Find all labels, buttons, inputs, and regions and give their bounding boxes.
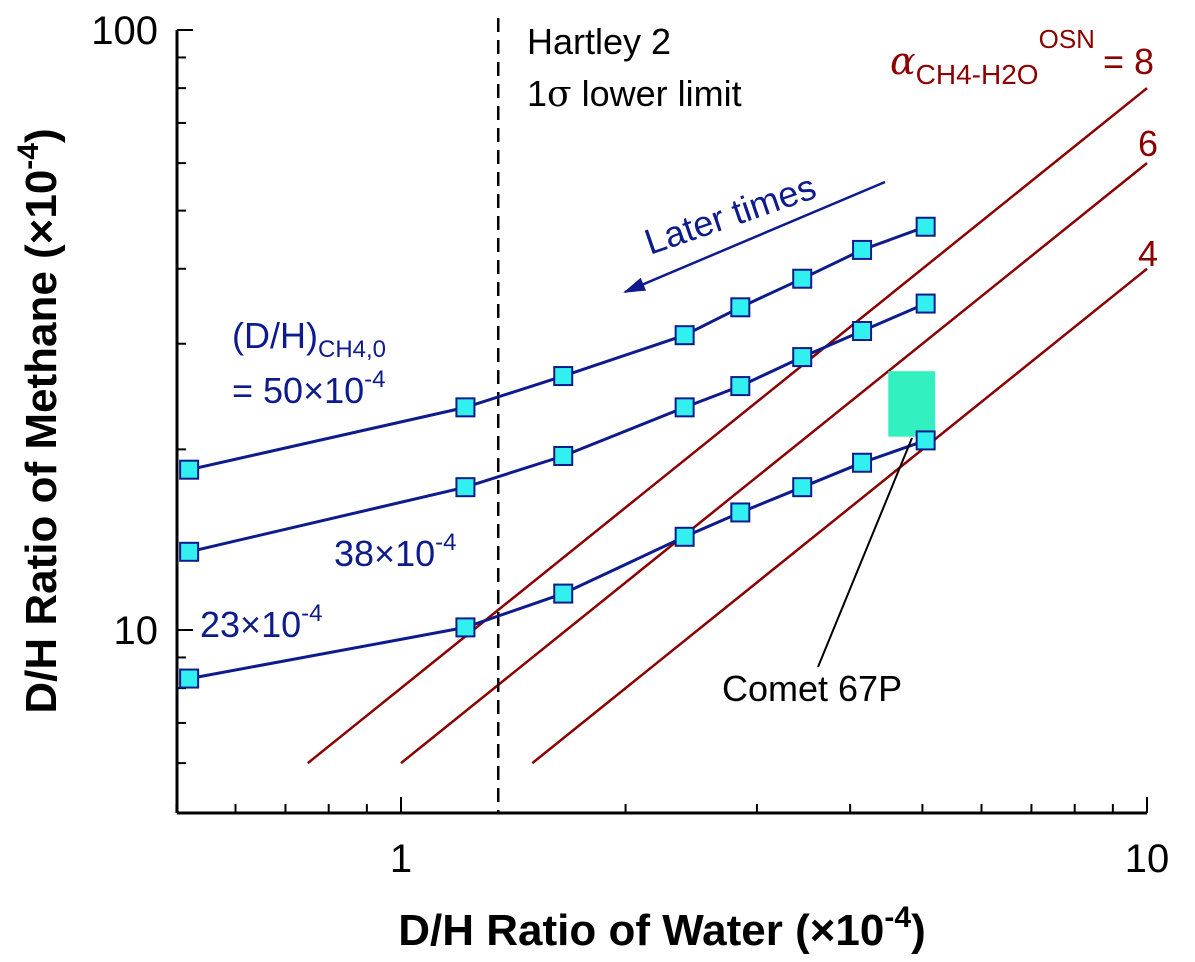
comet-67p-label: Comet 67P — [722, 668, 902, 709]
hartley-label-line1: Hartley 2 — [527, 21, 671, 62]
series-2-point — [792, 477, 813, 498]
axis-ticks — [175, 29, 1148, 813]
series-1-point — [852, 321, 873, 342]
alpha-label: αCH4-H2OOSN= 8 — [890, 24, 1154, 90]
series-0-point — [674, 325, 695, 346]
comet-67p-pointer — [817, 437, 913, 668]
series-1-point — [553, 445, 574, 466]
series-0-point — [915, 216, 936, 237]
series-1-point — [915, 293, 936, 314]
x-tick-label-10: 10 — [1125, 837, 1170, 881]
fractionation-line-alpha-8 — [307, 87, 1148, 765]
series-50-label-line1: (D/H)CH4,0 — [232, 315, 386, 363]
series-1-point — [792, 347, 813, 368]
data-series — [179, 216, 936, 689]
series-38-label: 38×10-4 — [334, 529, 456, 574]
series-1-point — [455, 477, 476, 498]
series-0-point — [455, 397, 476, 418]
y-tick-label-100: 100 — [91, 9, 158, 53]
series-0-point — [792, 268, 813, 289]
series-0-point — [553, 366, 574, 387]
series-2-point — [730, 502, 751, 523]
alpha-4-label: 4 — [1138, 233, 1158, 274]
series-2-point — [915, 430, 936, 451]
hartley-label-line2: 1σ lower limit — [527, 73, 742, 115]
series-0-point — [852, 239, 873, 260]
later-times-arrow — [623, 180, 886, 294]
series-50-label-line2: = 50×10-4 — [232, 366, 385, 411]
x-tick-label-1: 1 — [390, 837, 412, 881]
y-axis-title: D/H Ratio of Methane (×10-4) — [12, 128, 66, 713]
comet-67p-region — [888, 371, 936, 437]
series-1-point — [730, 376, 751, 397]
series-2-point — [674, 526, 695, 547]
x-axis-title: D/H Ratio of Water (×10-4) — [398, 901, 925, 955]
y-tick-label-10: 10 — [114, 609, 159, 653]
series-2-point — [553, 583, 574, 604]
fractionation-lines — [307, 87, 1148, 765]
alpha-6-label: 6 — [1138, 123, 1158, 164]
series-0-point — [179, 459, 200, 480]
comet-67p-box — [888, 371, 936, 437]
series-1-point — [179, 541, 200, 562]
fractionation-line-alpha-4 — [531, 267, 1148, 765]
series-0-point — [730, 297, 751, 318]
series-2-point — [852, 452, 873, 473]
fractionation-line-alpha-6 — [400, 162, 1148, 765]
series-2-point — [179, 668, 200, 689]
series-23-label: 23×10-4 — [200, 600, 322, 645]
series-1-point — [674, 397, 695, 418]
series-2-point — [455, 617, 476, 638]
